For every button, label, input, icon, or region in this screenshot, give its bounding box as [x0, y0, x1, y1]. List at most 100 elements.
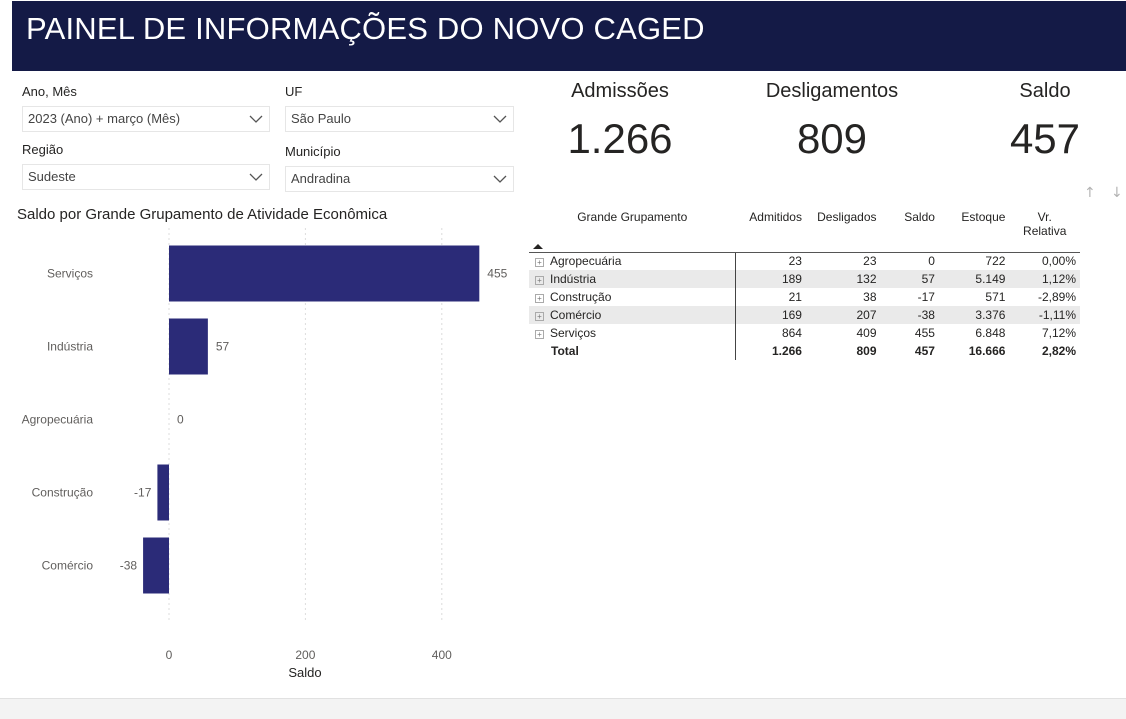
table-row[interactable]: + Serviços 864 409 455 6.848 7,12% — [529, 324, 1080, 342]
slicer-regiao: Região Sudeste — [22, 142, 270, 190]
total-desligados: 809 — [856, 344, 877, 358]
bar — [157, 464, 169, 521]
slicer-label: Ano, Mês — [22, 84, 77, 99]
col-header-vr-relativa[interactable]: Vr. Relativa — [1009, 208, 1080, 253]
kpi-label: Admissões — [571, 80, 669, 102]
sort-up-icon[interactable]: ↑ — [1084, 185, 1096, 201]
total-estoque: 16.666 — [968, 344, 1006, 358]
col-header-label: Vr. — [1037, 210, 1052, 224]
dropdown-value: São Paulo — [291, 111, 351, 126]
regiao-dropdown[interactable]: Sudeste — [22, 164, 270, 190]
cell-desligados: 132 — [805, 270, 881, 288]
kpi-label: Saldo — [1019, 80, 1071, 102]
category-label: Construção — [32, 486, 94, 500]
category-label: Indústria — [47, 340, 93, 354]
expand-icon[interactable]: + — [535, 294, 544, 303]
cell-saldo: -38 — [880, 306, 939, 324]
slicer-ano-mes: Ano, Mês 2023 (Ano) + março (Mês) — [22, 84, 270, 132]
x-tick-label: 400 — [432, 648, 452, 662]
row-name-cell: + Construção — [529, 288, 735, 306]
data-label: -38 — [120, 559, 138, 573]
kpi-value: 457 — [1009, 115, 1081, 162]
dropdown-value: 2023 (Ano) + março (Mês) — [28, 111, 181, 126]
expand-icon[interactable]: + — [535, 276, 544, 285]
cell-estoque: 5.149 — [938, 270, 1010, 288]
cell-vr: 1,12% — [1009, 270, 1080, 288]
ano-mes-dropdown[interactable]: 2023 (Ano) + março (Mês) — [22, 106, 270, 132]
expand-icon[interactable]: + — [535, 330, 544, 339]
col-header-estoque[interactable]: Estoque — [938, 208, 1010, 253]
table-row[interactable]: + Agropecuária 23 23 0 722 0,00% — [529, 252, 1080, 270]
cell-saldo: 455 — [914, 326, 935, 340]
cell-desligados: 409 — [856, 326, 877, 340]
matrix-table: Grande Grupamento Admitidos Desligados S… — [529, 208, 1080, 360]
saldo-bar-chart: 0 200 400 Serviços 455 Indústria 57 Agropecuári… — [22, 228, 508, 680]
col-header-label: Estoque — [961, 210, 1006, 224]
slicer-label: Região — [22, 142, 64, 157]
col-header-label: Desligados — [817, 210, 877, 224]
category-label: Comércio — [42, 559, 94, 573]
cell-saldo: 57 — [880, 270, 939, 288]
col-header-label: Relativa — [1023, 224, 1067, 238]
table-row[interactable]: + Comércio 169 207 -38 3.376 -1,11% — [529, 306, 1080, 324]
data-label: 0 — [177, 413, 184, 427]
cell-text: Agropecuária — [550, 254, 622, 269]
slicer-label: Município — [285, 144, 341, 159]
cell-admitidos: 23 — [734, 252, 806, 270]
municipio-dropdown[interactable]: Andradina — [285, 166, 514, 192]
cell-admitidos: 169 — [734, 306, 806, 324]
chevron-down-icon — [493, 115, 507, 123]
cell-admitidos: 21 — [734, 288, 806, 306]
cell-text: Construção — [550, 290, 612, 304]
chevron-down-icon — [249, 115, 263, 123]
data-label: 455 — [487, 267, 507, 281]
col-header-desligados[interactable]: Desligados — [805, 208, 881, 253]
total-saldo: 457 — [914, 344, 935, 358]
data-label: 57 — [216, 340, 230, 354]
uf-dropdown[interactable]: São Paulo — [285, 106, 514, 132]
x-tick-label: 0 — [166, 648, 173, 662]
cell-saldo: -17 — [917, 290, 935, 304]
cell-desligados: 207 — [805, 306, 881, 324]
col-header-saldo[interactable]: Saldo — [880, 208, 939, 253]
cell-vr: -2,89% — [1037, 290, 1076, 304]
col-header-admitidos[interactable]: Admitidos — [735, 208, 806, 253]
slicer-municipio: Município Andradina — [285, 144, 514, 192]
cell-desligados: 23 — [863, 254, 877, 269]
kpi-value: 809 — [796, 115, 868, 162]
data-label: -17 — [134, 486, 152, 500]
col-header-label: Saldo — [904, 210, 935, 224]
kpi-saldo: Saldo 457 — [980, 80, 1110, 163]
cell-admitidos: 189 — [734, 270, 806, 288]
bar — [143, 537, 169, 594]
expand-icon[interactable]: + — [535, 258, 544, 268]
x-tick-label: 200 — [295, 648, 315, 662]
col-header-grupo[interactable]: Grande Grupamento — [529, 208, 736, 253]
row-name-cell: + Comércio — [529, 306, 736, 324]
x-axis-label: Saldo — [288, 665, 321, 680]
cell-desligados: 38 — [863, 290, 877, 304]
cell-text: Serviços — [550, 326, 597, 340]
kpi-admissoes: Admissões 1.266 — [545, 80, 695, 163]
dropdown-value: Sudeste — [28, 169, 76, 184]
cell-text: Indústria — [550, 272, 597, 286]
table-total-row: Total 1.266 809 457 16.666 2,82% — [529, 342, 1080, 360]
table-header-row: Grande Grupamento Admitidos Desligados S… — [529, 208, 1080, 253]
table-row[interactable]: + Indústria 189 132 57 5.149 1,12% — [529, 270, 1080, 288]
bar — [169, 318, 208, 375]
cell-vr: 7,12% — [1041, 326, 1076, 340]
expand-icon[interactable]: + — [535, 312, 544, 321]
kpi-desligamentos: Desligamentos 809 — [742, 80, 922, 163]
header-bar: PAINEL DE INFORMAÇÕES DO NOVO CAGED — [12, 1, 1126, 71]
row-name-cell: + Indústria — [529, 270, 736, 288]
page-title: PAINEL DE INFORMAÇÕES DO NOVO CAGED — [26, 11, 705, 46]
cell-estoque: 722 — [985, 254, 1006, 269]
chart-title: Saldo por Grande Grupamento de Atividade… — [17, 206, 388, 223]
table-row[interactable]: + Construção 21 38 -17 571 -2,89% — [529, 288, 1080, 306]
sort-down-icon[interactable]: ↓ — [1111, 185, 1123, 201]
total-admitidos: 1.266 — [734, 342, 806, 360]
total-label: Total — [551, 344, 579, 358]
cell-estoque: 571 — [985, 290, 1006, 304]
col-header-label: Admitidos — [749, 210, 802, 224]
cell-estoque: 3.376 — [938, 306, 1010, 324]
